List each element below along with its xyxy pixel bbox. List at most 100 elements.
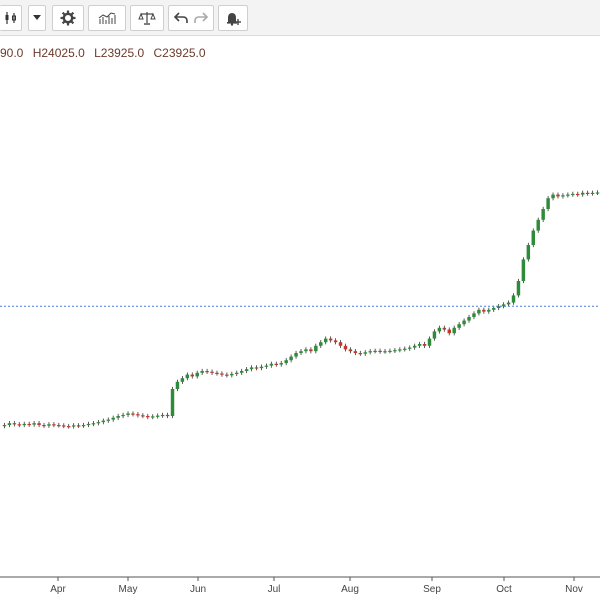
candle-up (383, 351, 387, 353)
x-tick-label: Jul (268, 584, 281, 595)
candle-up (299, 351, 303, 353)
undo-button[interactable] (174, 12, 188, 24)
candle-down (210, 371, 214, 373)
candle-down (348, 349, 353, 352)
candle-down (62, 425, 66, 427)
candle-up (239, 371, 244, 373)
candle-up (388, 350, 392, 353)
candle-up (521, 259, 526, 281)
alert-bell-icon (227, 13, 241, 26)
candle-up (526, 245, 531, 260)
candle-down (442, 327, 447, 330)
candle-up (487, 309, 491, 312)
candle-up (501, 304, 506, 307)
x-tick-label: Jun (190, 584, 206, 595)
candle-up (319, 342, 323, 346)
candle-down (309, 349, 313, 352)
candle-up (506, 302, 511, 305)
candle-up (541, 209, 545, 220)
candles (2, 190, 600, 429)
candle-down (57, 425, 61, 427)
ohlc-readout: 90.0 H24025.0 L23925.0 C23925.0 (0, 46, 212, 62)
candle-up (160, 414, 165, 417)
x-tick-label: Oct (496, 584, 512, 595)
candle-up (566, 194, 570, 196)
indicators-icon (98, 12, 116, 24)
candle-up (235, 372, 239, 374)
candle-down (136, 414, 140, 416)
candle-down (215, 372, 219, 374)
candle-up (511, 295, 516, 303)
candle-down (422, 344, 427, 346)
candle-up (561, 195, 565, 197)
ohlc-high: H24025.0 (32, 46, 85, 60)
candlestick-chart-icon (5, 12, 16, 24)
candle-up (180, 378, 185, 382)
candle-up (590, 192, 595, 194)
candle-up (373, 350, 377, 353)
candle-up (407, 347, 412, 349)
candle-down (165, 414, 170, 417)
candle-up (294, 353, 298, 357)
ohlc-open: 90.0 (0, 46, 24, 60)
candle-down (447, 329, 451, 334)
candle-up (472, 313, 476, 317)
redo-icon (194, 12, 208, 23)
candle-up (551, 194, 555, 199)
candle-down (225, 374, 229, 376)
candle-up (81, 425, 86, 427)
x-tick-label: Sep (423, 584, 441, 595)
candle-down (52, 424, 56, 426)
candle-up (595, 192, 600, 194)
candle-up (170, 389, 175, 416)
candle-up (546, 198, 550, 209)
redo-button[interactable] (194, 12, 208, 24)
candle-up (155, 415, 160, 417)
candle-down (27, 423, 31, 426)
candle-up (126, 413, 130, 415)
candle-up (200, 371, 204, 373)
undo-icon (174, 12, 188, 23)
candle-up (185, 374, 190, 379)
candle-up (398, 349, 402, 351)
candle-up (363, 352, 367, 354)
candle-up (32, 423, 36, 425)
undo-redo-group (168, 5, 214, 31)
chart-type-dropdown[interactable] (28, 5, 46, 31)
candle-up (259, 366, 264, 369)
candle-up (496, 306, 501, 308)
candle-up (175, 381, 180, 389)
candle-up (244, 369, 249, 371)
candle-up (22, 423, 26, 426)
candle-down (76, 425, 81, 427)
x-tick-label: Nov (565, 584, 583, 595)
candle-down (141, 415, 145, 417)
indicators-button[interactable] (88, 5, 126, 31)
candle-down (328, 338, 333, 341)
compare-button[interactable] (130, 5, 164, 31)
candle-up (230, 373, 234, 376)
candle-up (151, 416, 155, 418)
candle-up (323, 338, 328, 343)
chart-type-button[interactable] (0, 5, 22, 31)
candle-up (279, 363, 283, 365)
candle-up (432, 331, 437, 339)
candle-down (333, 340, 338, 343)
candle-up (492, 308, 496, 310)
candle-up (571, 193, 575, 196)
x-tick-label: May (119, 584, 138, 595)
candle-up (457, 324, 461, 328)
candle-up (101, 420, 106, 423)
candle-down (358, 353, 363, 355)
candle-up (467, 317, 471, 321)
price-chart[interactable]: Apr May Jun Jul Aug Sep Oct Nov (0, 37, 600, 600)
candle-up (249, 367, 254, 370)
candle-down (190, 374, 195, 377)
candle-down (576, 193, 580, 196)
settings-button[interactable] (52, 5, 84, 31)
candle-up (116, 416, 120, 418)
candle-down (37, 423, 41, 425)
candle-up (516, 281, 521, 296)
alert-button[interactable] (218, 5, 248, 31)
candle-up (477, 309, 481, 314)
